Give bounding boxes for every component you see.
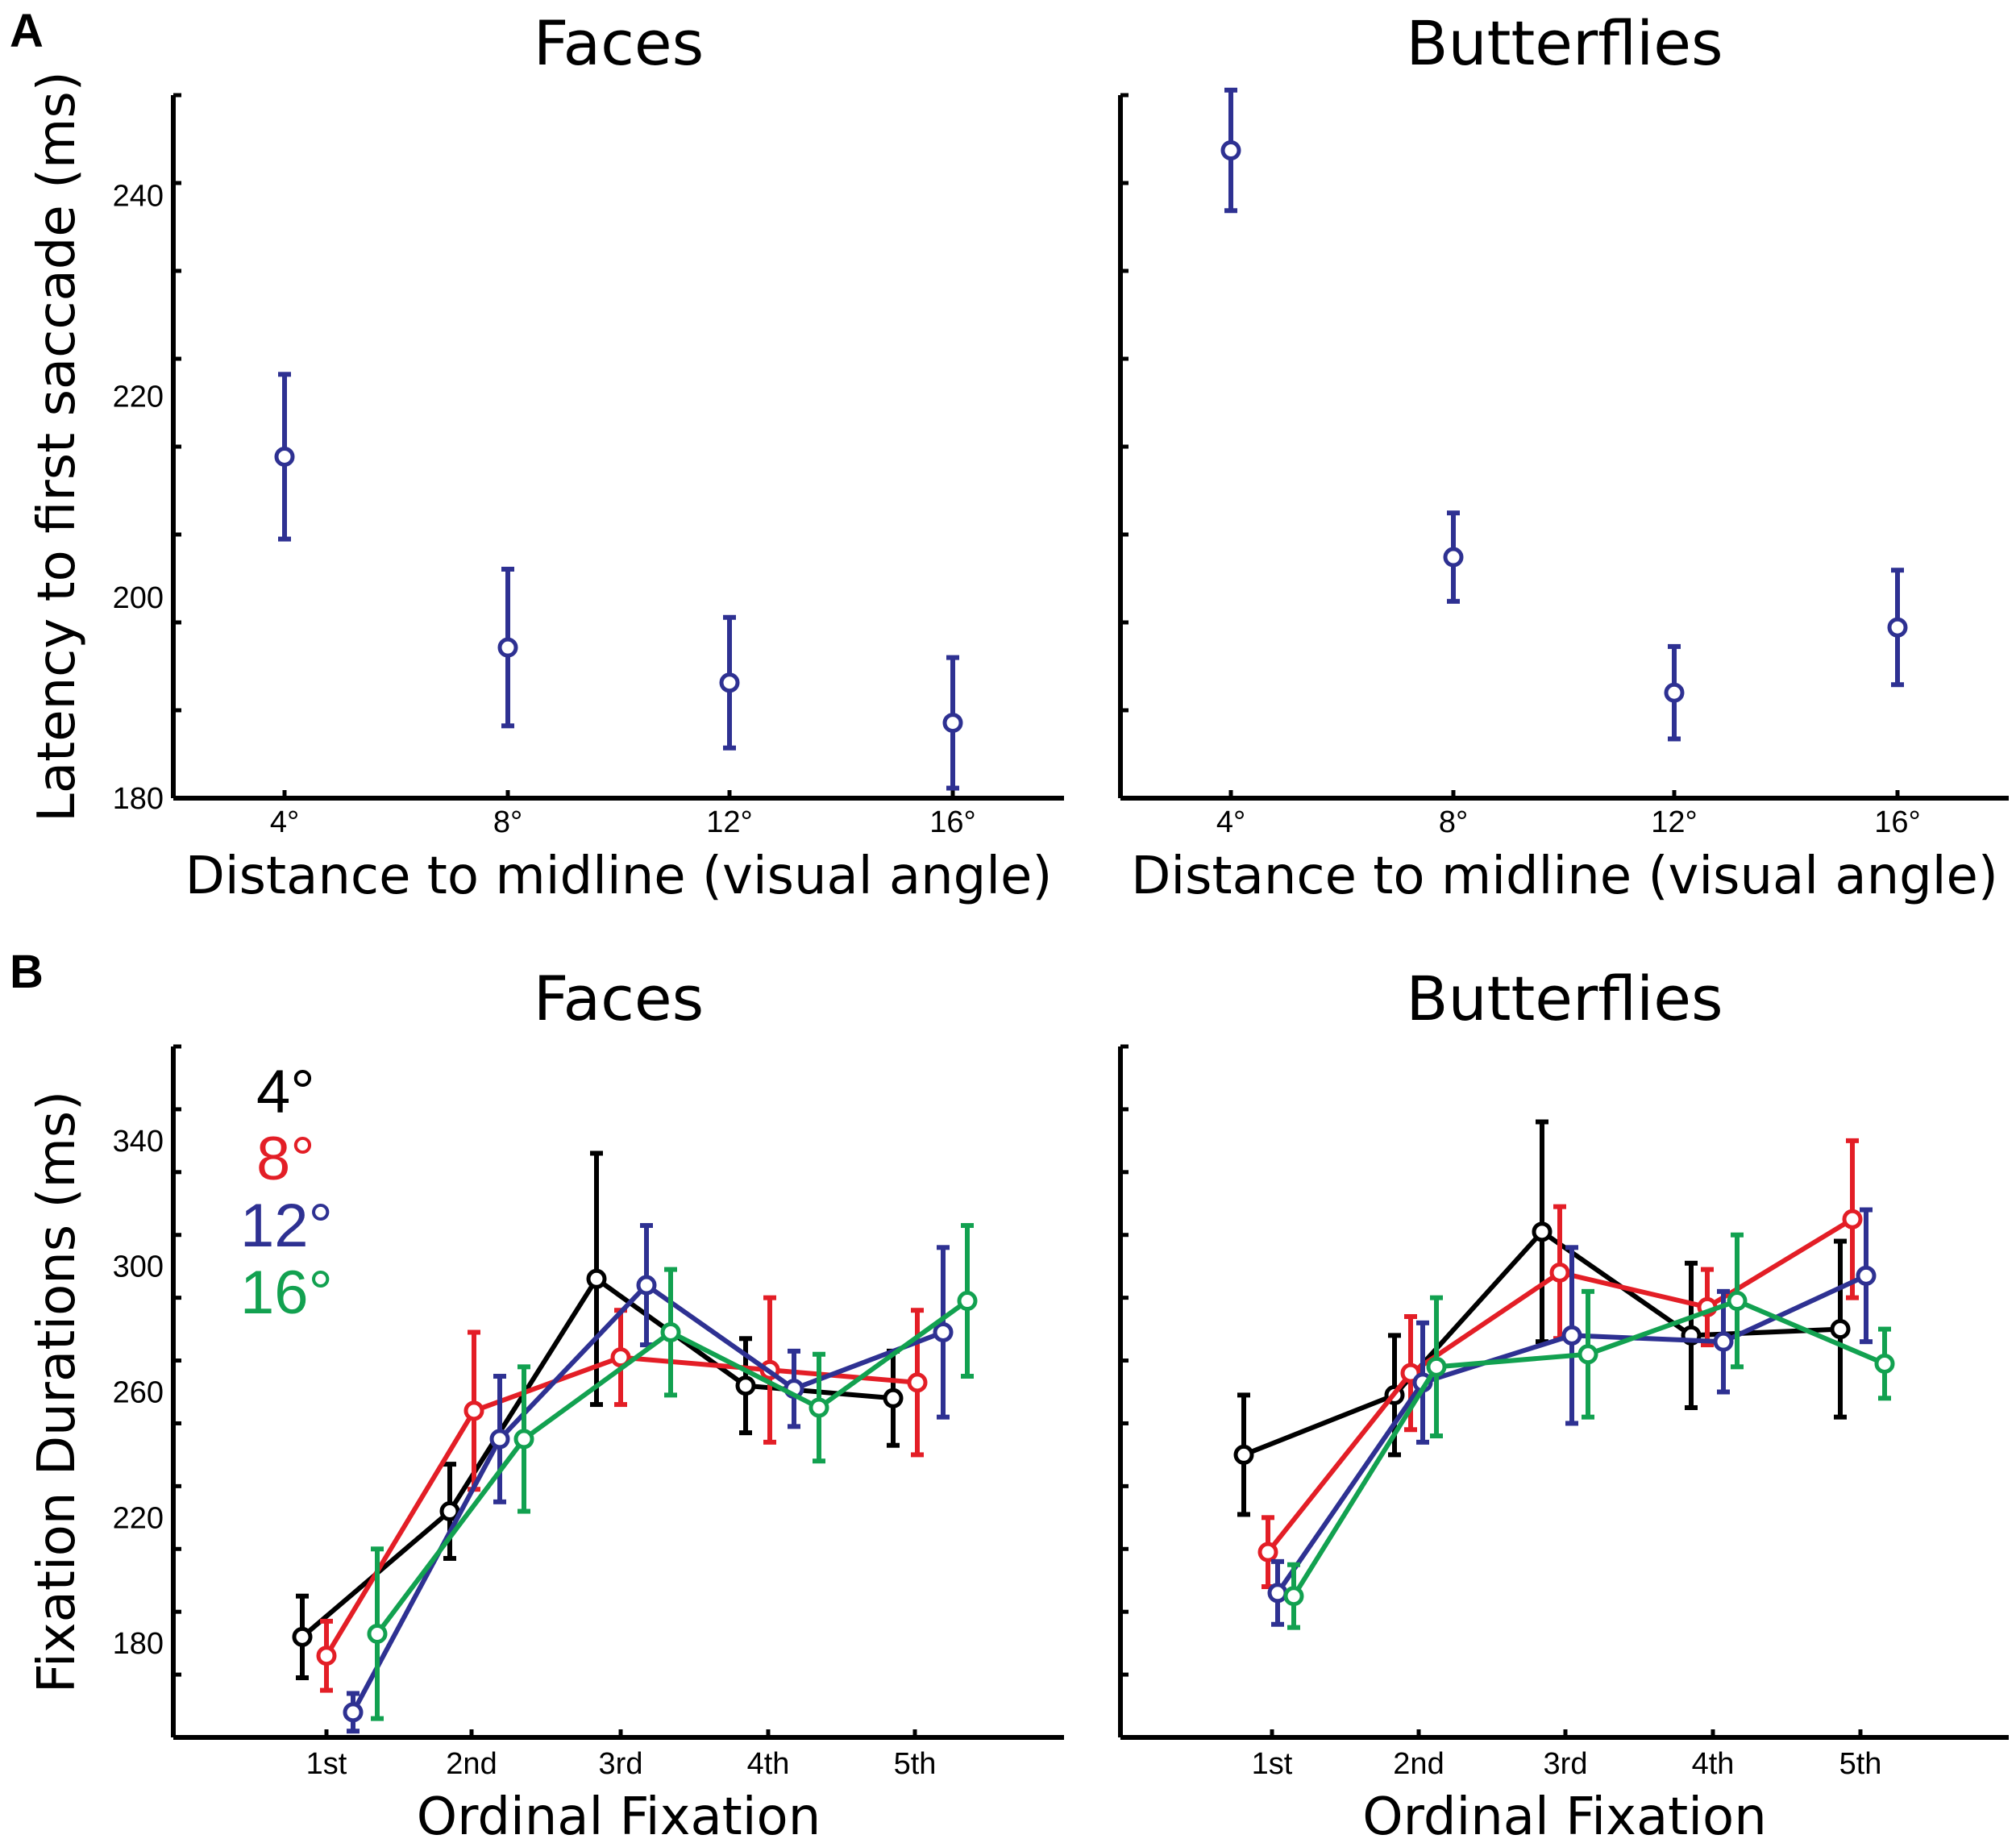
x-tick-label: 4th — [747, 1747, 790, 1781]
y-tick-label: 180 — [113, 1627, 164, 1661]
data-point — [497, 637, 518, 658]
data-point — [1233, 1444, 1254, 1465]
data-point — [636, 1275, 657, 1296]
chart-b-butterflies: 1st 2nd 3rd 4th 5th Butterflies Ordinal Fixati… — [1118, 963, 2009, 1839]
y-tick-label: 220 — [113, 381, 164, 414]
y-axis-label: Latency to first saccade (ms) — [27, 71, 87, 822]
data-point — [1856, 1265, 1877, 1286]
x-axis-label: Ordinal Fixation — [417, 1787, 821, 1839]
panel-label-a: A — [10, 5, 44, 57]
chart-b-faces: 180 220 260 300 340 1st 2nd 3rd 4th 5th Faces Ordin… — [27, 963, 1064, 1839]
data-point — [513, 1429, 534, 1450]
x-tick-label: 12° — [1651, 805, 1697, 839]
data-point — [292, 1626, 313, 1647]
data-point — [610, 1347, 631, 1368]
data-point — [808, 1397, 829, 1418]
data-point — [586, 1268, 607, 1289]
x-tick-label: 4° — [1216, 805, 1245, 839]
x-tick-label: 8° — [493, 805, 522, 839]
data-point — [1532, 1221, 1553, 1242]
x-tick-label: 2nd — [446, 1747, 497, 1781]
data-point — [367, 1623, 388, 1644]
data-point — [1426, 1356, 1447, 1377]
y-tick-label: 220 — [113, 1501, 164, 1535]
chart-a-butterflies: 4° 8° 12° 16° Butterflies Distance to midline… — [1118, 7, 2009, 906]
data-point — [1664, 682, 1685, 703]
chart-title: Butterflies — [1406, 7, 1723, 79]
x-tick-label: 8° — [1439, 805, 1468, 839]
data-point — [1874, 1353, 1895, 1374]
x-tick-label: 5th — [1839, 1747, 1882, 1781]
x-axis-label: Ordinal Fixation — [1362, 1787, 1767, 1839]
data-point — [1842, 1209, 1863, 1229]
data-point — [343, 1702, 364, 1723]
y-tick-label: 240 — [113, 180, 164, 214]
data-point — [942, 713, 963, 734]
panel-label-b: B — [10, 946, 44, 998]
data-point — [957, 1291, 978, 1312]
data-point — [1220, 140, 1241, 161]
legend-entry-16deg: 16° — [240, 1259, 333, 1327]
y-tick-label: 260 — [113, 1376, 164, 1410]
data-point — [719, 672, 740, 693]
chart-title: Faces — [534, 7, 704, 79]
data-point — [274, 446, 295, 467]
data-point — [883, 1388, 904, 1408]
x-tick-label: 12° — [706, 805, 752, 839]
data-point — [1443, 547, 1464, 568]
data-point — [1713, 1331, 1734, 1352]
legend-entry-8deg: 8° — [256, 1125, 315, 1193]
chart-title: Faces — [534, 963, 704, 1034]
y-tick-label: 180 — [113, 782, 164, 816]
data-point — [1283, 1586, 1304, 1607]
data-point — [463, 1400, 484, 1421]
x-tick-label: 16° — [929, 805, 975, 839]
data-point — [1830, 1319, 1851, 1340]
legend-entry-4deg: 4° — [256, 1058, 315, 1126]
legend-entry-12deg: 12° — [240, 1192, 333, 1260]
x-tick-label: 16° — [1874, 805, 1920, 839]
x-axis-label: Distance to midline (visual angle) — [1131, 847, 1998, 906]
data-point — [1577, 1344, 1598, 1365]
x-tick-label: 3rd — [599, 1747, 643, 1781]
y-tick-label: 340 — [113, 1125, 164, 1159]
chart-title: Butterflies — [1406, 963, 1723, 1034]
x-tick-label: 5th — [894, 1747, 937, 1781]
data-point — [735, 1375, 756, 1396]
data-point — [907, 1372, 928, 1393]
chart-a-faces: 180 200 220 240 4° 8° 12° 16° Faces Distance to m… — [27, 7, 1064, 906]
x-tick-label: 4° — [270, 805, 299, 839]
y-axis-label: Fixation Durations (ms) — [27, 1091, 87, 1693]
data-point — [489, 1429, 510, 1450]
y-tick-label: 300 — [113, 1250, 164, 1284]
data-point — [1549, 1262, 1570, 1283]
x-tick-label: 4th — [1692, 1747, 1735, 1781]
data-point — [1267, 1583, 1288, 1604]
data-point — [1887, 617, 1908, 638]
x-tick-label: 3rd — [1544, 1747, 1588, 1781]
data-point — [933, 1321, 954, 1342]
data-point — [1561, 1325, 1582, 1346]
y-tick-label: 200 — [113, 581, 164, 615]
x-tick-label: 1st — [1252, 1747, 1293, 1781]
x-tick-label: 2nd — [1393, 1747, 1444, 1781]
data-point — [1257, 1542, 1278, 1562]
data-point — [660, 1321, 681, 1342]
data-point — [316, 1646, 337, 1666]
data-point — [439, 1501, 460, 1522]
data-point — [1727, 1291, 1748, 1312]
x-axis-label: Distance to midline (visual angle) — [185, 847, 1053, 906]
x-tick-label: 1st — [306, 1747, 347, 1781]
